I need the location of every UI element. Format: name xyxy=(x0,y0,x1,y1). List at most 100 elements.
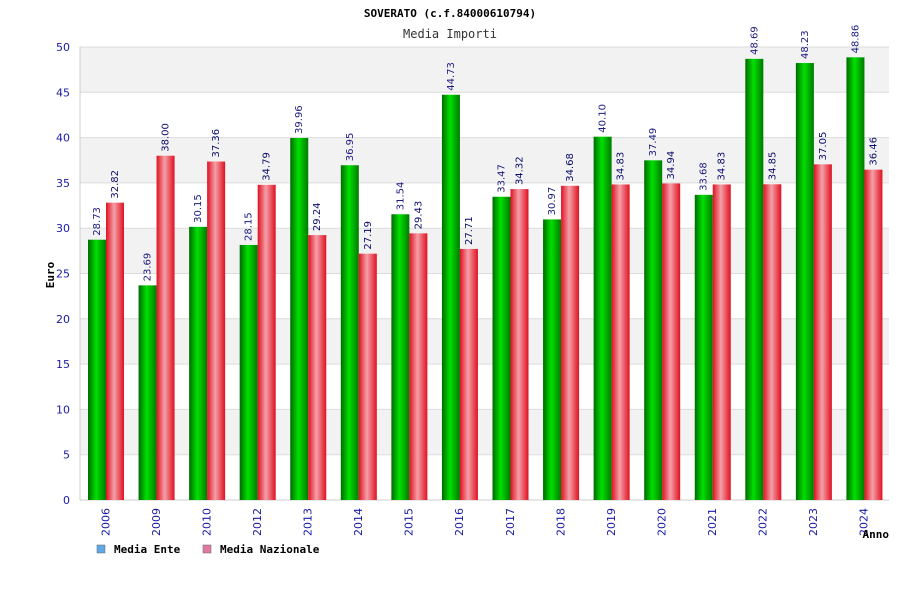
x-tick-label: 2017 xyxy=(504,508,517,536)
x-tick-label: 2015 xyxy=(403,508,416,536)
bar-value-label: 38.00 xyxy=(161,123,172,152)
y-axis-label: Euro xyxy=(44,261,57,288)
value-labels: 28.73 32.82 23.69 38.00 30.15 37.36 28.15 34.79… xyxy=(92,25,879,282)
bar-value-label: 37.05 xyxy=(818,132,829,161)
bar-value-label: 30.97 xyxy=(547,187,558,216)
bar-value-label: 34.83 xyxy=(717,152,728,181)
bar-media-nazionale xyxy=(662,183,681,500)
bar-value-label: 27.71 xyxy=(464,216,475,245)
y-tick-label: 10 xyxy=(56,403,70,416)
legend-swatch xyxy=(96,544,106,554)
bar-value-label: 48.23 xyxy=(800,30,811,59)
bar-value-label: 34.85 xyxy=(767,152,778,181)
bar-media-ente xyxy=(391,214,410,500)
bar-value-label: 44.73 xyxy=(446,62,457,91)
y-tick-label: 50 xyxy=(56,41,70,54)
bar-media-ente xyxy=(189,226,208,500)
bar-value-label: 33.68 xyxy=(699,162,710,191)
bar-value-label: 29.43 xyxy=(413,201,424,230)
legend-label: Media Nazionale xyxy=(220,543,320,556)
bar-value-label: 30.15 xyxy=(193,194,204,223)
y-tick-label: 0 xyxy=(63,494,70,507)
y-tick-label: 20 xyxy=(56,313,70,326)
bar-media-ente xyxy=(239,244,258,500)
bar-value-label: 48.69 xyxy=(749,26,760,55)
x-tick-label: 2014 xyxy=(352,508,365,536)
bar-media-ente xyxy=(340,165,359,500)
bar-value-label: 34.79 xyxy=(262,152,273,181)
bar-media-nazionale xyxy=(409,233,428,500)
bar-media-ente xyxy=(593,136,612,500)
x-tick-label: 2006 xyxy=(99,508,112,536)
bar-value-label: 23.69 xyxy=(143,253,154,282)
bar-media-nazionale xyxy=(459,248,478,500)
x-axis-label: Anno xyxy=(863,528,890,541)
bar-value-label: 34.94 xyxy=(666,151,677,180)
bar-value-label: 40.10 xyxy=(598,104,609,133)
bar-media-ente xyxy=(745,58,764,501)
bar-value-label: 36.95 xyxy=(345,133,356,162)
x-axis-ticks: 2006 2009 2010 2012 2013 2014 2015 2016 2017 2018… xyxy=(99,508,870,536)
y-tick-label: 35 xyxy=(56,177,70,190)
bar-value-label: 32.82 xyxy=(110,170,121,199)
bar-value-label: 37.36 xyxy=(211,129,222,158)
x-tick-label: 2020 xyxy=(655,508,668,536)
x-tick-label: 2010 xyxy=(200,508,213,536)
bar-media-nazionale xyxy=(763,184,782,500)
bar-media-nazionale xyxy=(561,185,580,500)
bar-media-nazionale xyxy=(156,155,175,500)
bar-media-nazionale xyxy=(864,169,883,500)
bar-media-ente xyxy=(138,285,157,500)
grid-band xyxy=(80,92,889,138)
legend-swatch xyxy=(202,544,212,554)
bar-value-label: 34.83 xyxy=(616,152,627,181)
y-axis-ticks: 0 5 10 15 20 25 30 35 40 45 50 xyxy=(56,41,70,507)
bar-media-nazionale xyxy=(308,235,327,500)
bar-value-label: 29.24 xyxy=(312,202,323,231)
bar-value-label: 37.49 xyxy=(648,128,659,157)
x-tick-label: 2009 xyxy=(150,508,163,536)
bar-media-nazionale xyxy=(712,184,731,501)
x-tick-label: 2013 xyxy=(302,508,315,536)
chart-subtitle: Media Importi xyxy=(403,27,497,41)
x-tick-label: 2024 xyxy=(858,508,871,536)
bar-value-label: 27.19 xyxy=(363,221,374,250)
legend: Media Ente Media Nazionale xyxy=(96,543,320,556)
y-tick-label: 25 xyxy=(56,268,70,281)
bar-media-nazionale xyxy=(207,161,226,500)
y-tick-label: 40 xyxy=(56,132,70,145)
bar-value-label: 34.68 xyxy=(565,153,576,182)
bar-media-nazionale xyxy=(358,253,377,500)
bar-value-label: 33.47 xyxy=(497,164,508,193)
bar-value-label: 36.46 xyxy=(868,137,879,166)
x-tick-label: 2023 xyxy=(807,508,820,536)
bar-media-nazionale xyxy=(813,164,832,500)
x-tick-label: 2016 xyxy=(453,508,466,536)
y-tick-label: 45 xyxy=(56,86,70,99)
bar-media-nazionale xyxy=(106,202,124,500)
bar-media-ente xyxy=(694,194,713,501)
bar-series xyxy=(88,57,883,501)
bar-media-ente xyxy=(88,239,106,500)
bar-media-ente xyxy=(644,160,663,500)
bar-value-label: 28.73 xyxy=(92,207,103,236)
bar-value-label: 39.96 xyxy=(294,105,305,134)
bar-media-nazionale xyxy=(510,189,529,501)
bar-media-ente xyxy=(492,196,511,501)
grid-band xyxy=(80,47,889,93)
legend-label: Media Ente xyxy=(114,543,181,556)
bar-value-label: 48.86 xyxy=(850,25,861,54)
x-tick-label: 2019 xyxy=(605,508,618,536)
chart-title: SOVERATO (c.f.84000610794) xyxy=(364,7,536,20)
x-tick-label: 2021 xyxy=(706,508,719,536)
x-tick-label: 2018 xyxy=(554,508,567,536)
bar-media-ente xyxy=(543,219,562,500)
y-tick-label: 15 xyxy=(56,358,70,371)
y-tick-label: 30 xyxy=(56,222,70,235)
bar-media-ente xyxy=(795,63,814,501)
bar-media-nazionale xyxy=(611,184,630,501)
bar-value-label: 34.32 xyxy=(515,156,526,185)
bar-media-ente xyxy=(290,137,309,500)
bar-value-label: 28.15 xyxy=(244,212,255,241)
